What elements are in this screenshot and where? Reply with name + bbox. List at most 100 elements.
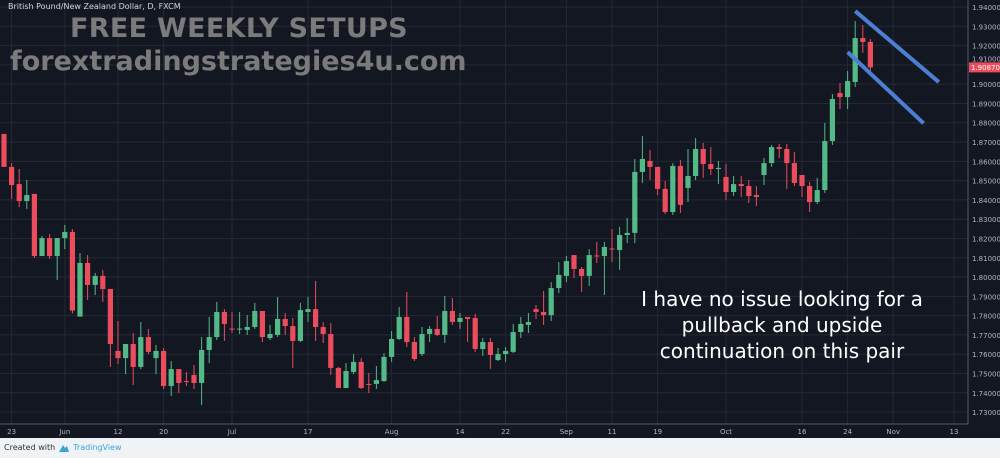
candle-up: [267, 333, 273, 339]
candle-down: [411, 342, 417, 360]
annotation-line: continuation on this pair: [659, 339, 905, 363]
candle-down: [69, 231, 75, 311]
candle-up: [62, 231, 68, 239]
candle-down: [487, 342, 493, 355]
x-tick-label: Oct: [720, 428, 732, 436]
candle-up: [244, 327, 250, 330]
y-tick-label: 1.82000: [972, 235, 1000, 243]
candle-down: [837, 93, 843, 98]
candle-up: [206, 337, 212, 350]
y-tick-label: 1.86000: [972, 158, 1000, 166]
candle-up: [632, 171, 638, 233]
candle-down: [9, 166, 15, 186]
annotation-line: pullback and upside: [681, 313, 883, 337]
candle-up: [419, 333, 425, 355]
candle-down: [290, 326, 296, 341]
x-tick-label: 11: [608, 428, 617, 436]
candle-down: [867, 41, 873, 68]
watermark-url: forextradingstrategies4u.com: [10, 46, 467, 77]
candle-down: [328, 333, 334, 368]
candle-down: [282, 318, 288, 327]
candle-up: [715, 167, 721, 170]
x-tick-label: 24: [843, 428, 852, 436]
annotation-line: I have no issue looking for a: [641, 287, 923, 311]
y-tick-label: 1.76000: [972, 351, 1000, 359]
y-tick-label: 1.91000: [972, 55, 1000, 63]
y-tick-label: 1.90000: [972, 81, 1000, 89]
candle-up: [275, 318, 281, 335]
x-tick-label: 22: [501, 428, 510, 436]
candle-down: [472, 317, 478, 350]
candle-up: [822, 141, 828, 191]
candle-down: [609, 248, 615, 250]
last-price-tag: [969, 62, 1000, 73]
candlestick-chart[interactable]: 1.94000 1.93000 1.92000 1.91000 1.90000 1.890…: [0, 0, 1000, 438]
candle-down: [753, 195, 759, 198]
candle-down: [449, 311, 455, 323]
y-tick-label: 1.77000: [972, 332, 1000, 340]
candle-down: [647, 160, 653, 167]
trendline[interactable]: [853, 9, 941, 84]
chart-area[interactable]: 1.94000 1.93000 1.92000 1.91000 1.90000 1.890…: [0, 0, 1000, 438]
candle-up: [457, 317, 463, 323]
candle-up: [510, 332, 516, 352]
candle-down: [807, 186, 813, 203]
candle-up: [252, 311, 258, 328]
candle-up: [495, 354, 501, 361]
candle-down: [16, 184, 22, 202]
candle-down: [229, 328, 235, 330]
x-tick-label: Aug: [385, 428, 399, 436]
candle-down: [320, 327, 326, 334]
candle-up: [442, 311, 448, 335]
footer: Created with TradingView: [4, 443, 122, 452]
candle-up: [814, 190, 820, 203]
watermark-headline: FREE WEEKLY SETUPS: [70, 13, 408, 44]
candle-down: [723, 176, 729, 192]
candle-up: [199, 349, 205, 383]
trendline[interactable]: [846, 50, 925, 125]
x-tick-label: 17: [304, 428, 313, 436]
candle-up: [427, 328, 433, 334]
candle-down: [191, 375, 197, 383]
candle-down: [541, 311, 547, 316]
candle-down: [259, 311, 265, 338]
candle-up: [39, 238, 45, 257]
y-tick-label: 1.81000: [972, 255, 1000, 263]
y-tick-label: 1.93000: [972, 23, 1000, 31]
y-tick-label: 1.89000: [972, 100, 1000, 108]
candle-up: [761, 163, 767, 176]
candle-up: [617, 235, 623, 251]
tradingview-link[interactable]: TradingView: [73, 443, 122, 452]
candle-up: [518, 323, 524, 333]
x-tick-label: Jul: [227, 428, 237, 436]
candle-down: [571, 255, 577, 269]
candle-up: [563, 261, 569, 276]
candle-down: [434, 328, 440, 335]
candle-down: [145, 337, 151, 352]
annotation-text: I have no issue looking for a pullback a…: [622, 286, 942, 364]
candle-up: [624, 232, 630, 236]
candle-down: [594, 255, 600, 257]
candle-up: [693, 148, 699, 176]
candle-up: [731, 184, 737, 192]
x-tick-label: 19: [653, 428, 662, 436]
x-tick-label: 13: [950, 428, 959, 436]
candle-down: [655, 166, 661, 189]
candle-down: [366, 383, 372, 385]
candle-down: [465, 316, 471, 319]
candle-down: [31, 193, 37, 257]
candle-up: [829, 99, 835, 142]
y-tick-label: 1.84000: [972, 197, 1000, 205]
candle-down: [176, 369, 182, 383]
candle-down: [784, 148, 790, 164]
candle-up: [586, 255, 592, 276]
candle-up: [305, 309, 311, 312]
candle-down: [335, 367, 341, 388]
y-tick-label: 1.80000: [972, 274, 1000, 282]
candle-up: [639, 159, 645, 172]
candle-down: [677, 165, 683, 205]
candle-up: [525, 322, 531, 325]
x-tick-label: 16: [798, 428, 807, 436]
last-price-label: 1.90870: [971, 64, 1000, 72]
candle-down: [860, 38, 866, 42]
